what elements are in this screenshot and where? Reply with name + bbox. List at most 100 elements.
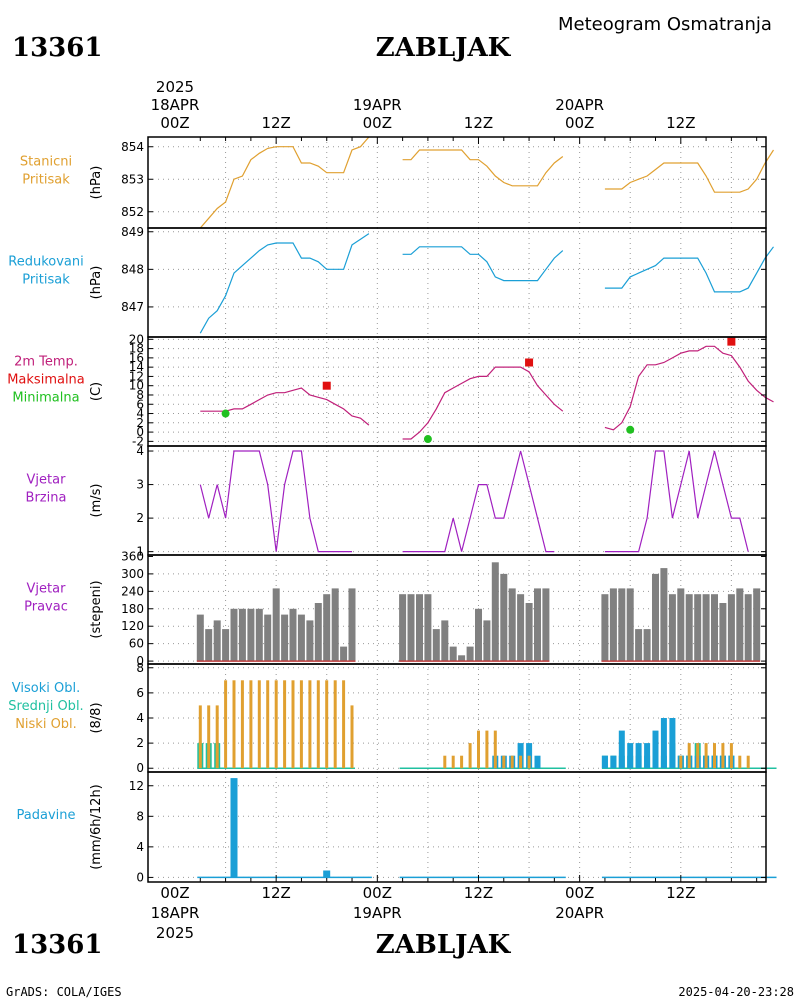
cloud-low-bar [679,755,683,769]
cloud-low-bar [510,755,514,769]
y-tick-label: 847 [121,300,144,314]
y-tick-label: 14 [129,360,144,374]
precip-bar [230,778,238,878]
cloud-low-bar [224,680,228,769]
wind-direction-bar [466,646,474,662]
cloud-low-bar [485,730,489,769]
x-hour-label-top: 12Z [261,114,290,132]
cloud-low-bar [215,705,219,769]
wind-direction-bar [744,594,752,662]
cloud-low-bar [350,705,354,769]
wind-direction-bar [643,629,651,662]
y-tick-label: 16 [129,351,144,365]
cloud-low-bar [704,743,708,769]
x-date-label-top: 20APR [555,96,604,114]
y-tick-label: 10 [129,379,144,393]
y-tick-label: 2 [136,416,144,430]
wind-direction-bar [660,568,668,662]
cloud-high-bar [526,743,533,769]
wind-direction-bar [677,588,685,662]
wind-speed-line [402,450,555,553]
cloud-high-bar [652,730,659,769]
wind-direction-bar [500,573,508,662]
cloud-high-bar [644,743,651,769]
wind-direction-bar [238,608,246,662]
cloud-low-bar [477,730,480,769]
wind-direction-bar [407,594,415,662]
min-temp-marker [221,409,230,418]
wind-direction-bar [491,562,499,662]
x-hour-label-bottom: 12Z [261,884,290,902]
reduced-pressure-line [199,233,370,334]
cloud-low-bar [232,680,236,769]
cloud-low-bar [266,680,270,769]
temperature-line [402,366,564,440]
cloud-low-bar [325,680,329,769]
panel-label: Vjetar [27,473,67,488]
y-tick-label: 6 [136,397,144,411]
panel-label: Visoki Obl. [12,681,80,696]
wind-direction-bar [609,588,617,662]
y-tick-label: 4 [136,840,144,854]
cloud-low-bar [207,705,211,769]
panel-unit-label: (hPa) [89,266,104,300]
wind-direction-bar [719,603,727,662]
cloud-low-bar [729,743,733,769]
panel-label: Brzina [26,491,67,506]
panel-label: Stanicni [20,155,72,170]
wind-direction-bar [483,620,491,662]
y-tick-label: 4 [136,407,144,421]
cloud-low-bar [696,743,700,769]
y-tick-label: 120 [121,619,144,633]
wind-direction-bar [626,588,634,662]
wind-direction-bar [416,594,423,662]
temperature-line [604,345,774,431]
grid-layer [148,137,766,882]
station-name-top: ZABLJAK [376,33,512,63]
x-date-label-top: 18APR [151,96,200,114]
cloud-low-bar [468,743,472,769]
wind-direction-bar [247,608,255,662]
panel-label: Srednji Obl. [8,699,83,714]
wind-direction-bar [753,588,761,662]
cloud-low-bar [342,680,346,769]
cloud-low-bar [493,730,497,769]
station-id-bottom: 13361 [12,930,102,960]
y-tick-label: 300 [121,567,144,581]
cloud-high-bar [660,718,667,769]
x-hour-label-top: 12Z [464,114,493,132]
wind-direction-bar [340,646,348,662]
cloud-low-bar [316,680,320,769]
cloud-low-bar [519,755,523,769]
precip-bar [323,870,331,878]
wind-direction-bar [694,594,702,662]
year-label-top: 2025 [156,78,194,96]
cloud-high-bar [635,743,642,769]
panel-label: 2m Temp. [14,355,78,370]
wind-speed-line [604,450,749,553]
y-tick-label: 8 [136,661,144,675]
wind-direction-bar [525,603,533,662]
wind-direction-bar [702,594,710,662]
wind-direction-bar [264,614,272,662]
panel-label: Vjetar [27,582,67,597]
wind-direction-bar [475,608,482,662]
cloud-low-bar [283,680,287,769]
y-tick-label: -2 [132,434,144,448]
cloud-low-bar [249,680,253,769]
frames-layer [147,136,767,883]
x-hour-label-bottom: 00Z [565,884,594,902]
wind-direction-bar [222,629,230,662]
y-tick-label: 180 [121,602,144,616]
generation-timestamp: 2025-04-20-23:28 [678,985,794,999]
wind-direction-bar [196,614,204,662]
panel-frame-temp [147,336,767,447]
panel-frame-redukovani [147,227,767,338]
panel-unit-label: (stepeni) [89,580,104,638]
x-hour-label-top: 12Z [666,114,695,132]
cloud-low-bar [274,680,278,769]
wind-direction-bar [399,594,407,662]
min-temp-marker [626,425,635,434]
y-tick-label: 852 [121,205,144,219]
